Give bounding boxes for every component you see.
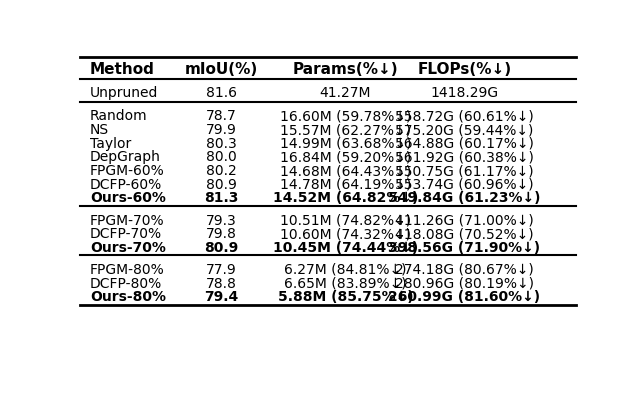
Text: 6.27M (84.81%↓): 6.27M (84.81%↓) — [284, 262, 406, 276]
Text: 280.96G (80.19%↓): 280.96G (80.19%↓) — [395, 276, 534, 290]
Text: 14.78M (64.19%↓): 14.78M (64.19%↓) — [280, 177, 411, 191]
Text: 16.60M (59.78%↓): 16.60M (59.78%↓) — [280, 109, 411, 123]
Text: 79.8: 79.8 — [206, 227, 237, 241]
Text: 553.74G (60.96%↓): 553.74G (60.96%↓) — [395, 177, 534, 191]
Text: 1418.29G: 1418.29G — [430, 85, 499, 100]
Text: FPGM-70%: FPGM-70% — [90, 213, 164, 227]
Text: 260.99G (81.60%↓): 260.99G (81.60%↓) — [388, 290, 540, 304]
Text: FPGM-60%: FPGM-60% — [90, 164, 164, 178]
Text: NS: NS — [90, 123, 109, 137]
Text: DCFP-80%: DCFP-80% — [90, 276, 162, 290]
Text: 79.9: 79.9 — [206, 123, 237, 137]
Text: 10.51M (74.82%↓): 10.51M (74.82%↓) — [280, 213, 411, 227]
Text: Params(%↓): Params(%↓) — [292, 62, 398, 77]
Text: FLOPs(%↓): FLOPs(%↓) — [417, 62, 511, 77]
Text: 561.92G (60.38%↓): 561.92G (60.38%↓) — [395, 150, 534, 164]
Text: 14.99M (63.68%↓): 14.99M (63.68%↓) — [280, 136, 411, 150]
Text: DCFP-60%: DCFP-60% — [90, 177, 162, 191]
Text: 418.08G (70.52%↓): 418.08G (70.52%↓) — [395, 227, 534, 241]
Text: 10.60M (74.32%↓): 10.60M (74.32%↓) — [280, 227, 411, 241]
Text: 41.27M: 41.27M — [319, 85, 371, 100]
Text: 411.26G (71.00%↓): 411.26G (71.00%↓) — [395, 213, 534, 227]
Text: 6.65M (83.89%↓): 6.65M (83.89%↓) — [284, 276, 406, 290]
Text: 274.18G (80.67%↓): 274.18G (80.67%↓) — [395, 262, 534, 276]
Text: 81.3: 81.3 — [204, 191, 239, 205]
Text: Taylor: Taylor — [90, 136, 131, 150]
Text: Ours-60%: Ours-60% — [90, 191, 166, 205]
Text: Random: Random — [90, 109, 148, 123]
Text: DepGraph: DepGraph — [90, 150, 161, 164]
Text: 80.0: 80.0 — [206, 150, 237, 164]
Text: 77.9: 77.9 — [206, 262, 237, 276]
Text: 575.20G (59.44%↓): 575.20G (59.44%↓) — [396, 123, 534, 137]
Text: 398.56G (71.90%↓): 398.56G (71.90%↓) — [388, 240, 540, 254]
Text: 550.75G (61.17%↓): 550.75G (61.17%↓) — [395, 164, 534, 178]
Text: Ours-70%: Ours-70% — [90, 240, 166, 254]
Text: 79.4: 79.4 — [204, 290, 239, 304]
Text: Unpruned: Unpruned — [90, 85, 158, 100]
Text: 549.84G (61.23%↓): 549.84G (61.23%↓) — [388, 191, 541, 205]
Text: 14.68M (64.43%↓): 14.68M (64.43%↓) — [280, 164, 411, 178]
Text: 15.57M (62.27%↓): 15.57M (62.27%↓) — [280, 123, 411, 137]
Text: 5.88M (85.75%↓): 5.88M (85.75%↓) — [278, 290, 413, 304]
Text: 564.88G (60.17%↓): 564.88G (60.17%↓) — [395, 136, 534, 150]
Text: 80.9: 80.9 — [204, 240, 239, 254]
Text: FPGM-80%: FPGM-80% — [90, 262, 164, 276]
Text: DCFP-70%: DCFP-70% — [90, 227, 162, 241]
Text: 80.9: 80.9 — [206, 177, 237, 191]
Text: mIoU(%): mIoU(%) — [185, 62, 258, 77]
Text: 81.6: 81.6 — [206, 85, 237, 100]
Text: 78.8: 78.8 — [206, 276, 237, 290]
Text: 80.3: 80.3 — [206, 136, 237, 150]
Text: 558.72G (60.61%↓): 558.72G (60.61%↓) — [395, 109, 534, 123]
Text: 78.7: 78.7 — [206, 109, 237, 123]
Text: 14.52M (64.82%↓): 14.52M (64.82%↓) — [273, 191, 418, 205]
Text: Method: Method — [90, 62, 155, 77]
Text: Ours-80%: Ours-80% — [90, 290, 166, 304]
Text: 79.3: 79.3 — [206, 213, 237, 227]
Text: 16.84M (59.20%↓): 16.84M (59.20%↓) — [280, 150, 411, 164]
Text: 10.45M (74.44%↓): 10.45M (74.44%↓) — [273, 240, 418, 254]
Text: 80.2: 80.2 — [206, 164, 237, 178]
